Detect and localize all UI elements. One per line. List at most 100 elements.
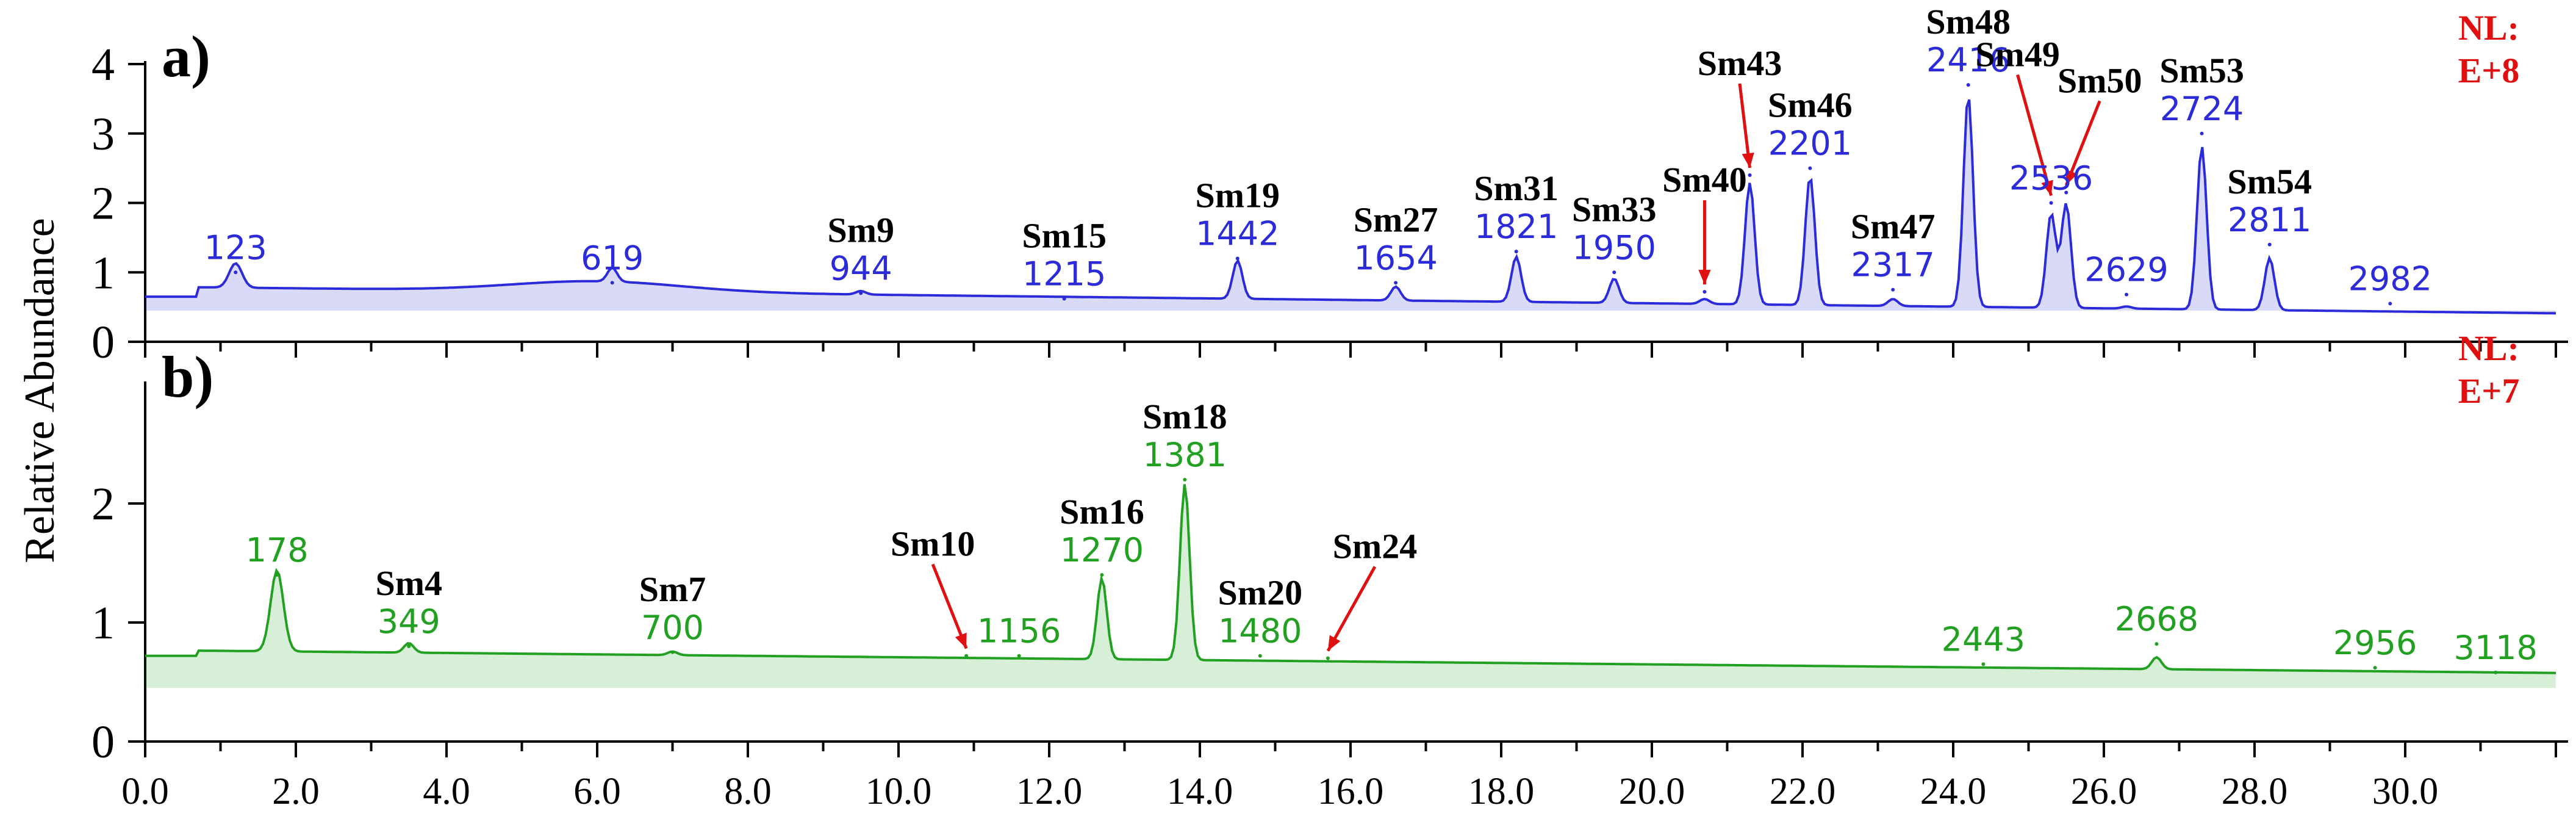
arrow-line: [1326, 566, 1377, 652]
traces-layer: [145, 83, 2556, 688]
peak-retention-label: 1950: [1573, 228, 1656, 267]
peak-retention-label: 1156: [977, 612, 1061, 651]
peak-point: [2267, 242, 2272, 247]
chromatogram-trace: [145, 99, 2556, 315]
x-tick-label: 12.0: [1016, 771, 1083, 812]
peak-point: [1235, 256, 1240, 261]
y-tick-label: 2: [91, 178, 115, 229]
arrows-layer: [931, 74, 2101, 652]
peak-point: [2494, 670, 2498, 674]
arrow-head: [955, 632, 967, 649]
peak-point: [2049, 201, 2053, 205]
peak-retention-label: 2536: [2009, 159, 2093, 198]
peak-point: [2154, 642, 2159, 646]
peak-point: [1258, 654, 1262, 658]
peak-point: [275, 573, 279, 577]
peak-retention-label: 2201: [1768, 125, 1852, 163]
chromatogram-trace: [145, 484, 2556, 674]
peak-retention-label: 1654: [1354, 239, 1437, 277]
trace-fill: [145, 99, 2556, 314]
peak-retention-label: 2317: [1851, 246, 1934, 284]
y-tick-label: 1: [91, 597, 115, 649]
peak-retention-label: 123: [204, 228, 267, 267]
arrow-line: [931, 563, 968, 649]
peak-point: [1612, 270, 1616, 275]
compound-label: Sm49: [1975, 35, 2060, 74]
peak-retention-label: 1480: [1218, 612, 1302, 651]
nl-exponent: E+8: [2458, 51, 2520, 90]
compound-label: Sm33: [1572, 189, 1657, 229]
x-tick-label: 2.0: [272, 771, 320, 812]
y-axis-label: Relative Abundance: [16, 218, 63, 563]
x-tick-label: 6.0: [573, 771, 621, 812]
peak-point: [1062, 297, 1066, 301]
compound-label: Sm18: [1143, 397, 1227, 436]
peak-point: [1183, 478, 1187, 482]
nl-exponent: E+7: [2458, 371, 2520, 411]
arrow-head: [2065, 169, 2078, 186]
y-tick-label: 1: [91, 247, 115, 298]
peak-retention-label: 1821: [1474, 208, 1558, 246]
x-tick-label: 26.0: [2071, 771, 2137, 812]
compound-label: Sm27: [1354, 200, 1438, 239]
y-tick-label: 3: [91, 109, 115, 160]
peak-point: [670, 650, 675, 654]
y-tick-label: 0: [91, 317, 115, 368]
nl-label: NL:: [2458, 328, 2519, 368]
compound-label: Sm20: [1218, 573, 1303, 613]
peak-retention-label: 2956: [2333, 624, 2417, 662]
peak-point: [407, 644, 411, 648]
x-tick-label: 20.0: [1619, 771, 1685, 812]
peak-point: [610, 281, 614, 285]
peak-retention-label: 2668: [2115, 600, 2198, 638]
compound-label: Sm43: [1698, 43, 1782, 83]
peak-retention-label: 2629: [2084, 251, 2168, 289]
peak-point: [1326, 656, 1330, 660]
peak-retention-label: 1215: [1022, 254, 1106, 293]
peak-retention-label: 944: [830, 249, 892, 287]
peak-point: [1748, 173, 1752, 177]
compound-label: Sm46: [1768, 85, 1853, 125]
peak-retention-label: 619: [581, 239, 644, 277]
y-tick-label: 4: [91, 39, 115, 90]
peak-point: [1966, 83, 1970, 87]
panel-tag: a): [162, 24, 210, 89]
peak-point: [234, 270, 238, 275]
peak-point: [2200, 131, 2204, 135]
peak-point: [1891, 287, 1895, 292]
x-tick-label: 8.0: [724, 771, 772, 812]
compound-label: Sm19: [1195, 176, 1280, 215]
peak-point: [964, 654, 969, 658]
compound-label: Sm48: [1926, 2, 2011, 42]
peak-retention-label: 2443: [1942, 620, 2025, 659]
compound-label: Sm40: [1662, 160, 1747, 200]
peak-point: [2388, 301, 2392, 306]
arrow-head: [1327, 635, 1341, 651]
peak-point: [2125, 292, 2129, 297]
y-tick-label: 0: [91, 716, 115, 768]
peak-point: [1808, 166, 1812, 170]
peak-retention-label: 2811: [2228, 201, 2311, 239]
peak-point: [1017, 654, 1021, 658]
panel-tag: b): [162, 344, 213, 410]
peak-retention-label: 2416: [1926, 41, 2010, 79]
peak-retention-label: 2982: [2348, 259, 2432, 298]
x-tick-label: 30.0: [2372, 771, 2439, 812]
peak-retention-label: 3118: [2453, 629, 2537, 667]
x-tick-label: 4.0: [423, 771, 470, 812]
compound-label: Sm9: [827, 210, 894, 250]
x-tick-label: 14.0: [1167, 771, 1233, 812]
x-tick-label: 0.0: [121, 771, 169, 812]
x-tick-label: 18.0: [1468, 771, 1535, 812]
peak-retention-label: 1381: [1143, 436, 1227, 474]
peak-point: [2064, 190, 2068, 195]
arrow-head: [2041, 179, 2053, 196]
peak-retention-label: 178: [246, 531, 309, 569]
x-tick-label: 24.0: [1920, 771, 1987, 812]
peak-point: [1394, 281, 1398, 285]
peak-retention-label: 1270: [1060, 531, 1144, 569]
arrow-line: [2016, 74, 2053, 197]
peak-retention-label: 2724: [2160, 90, 2244, 128]
